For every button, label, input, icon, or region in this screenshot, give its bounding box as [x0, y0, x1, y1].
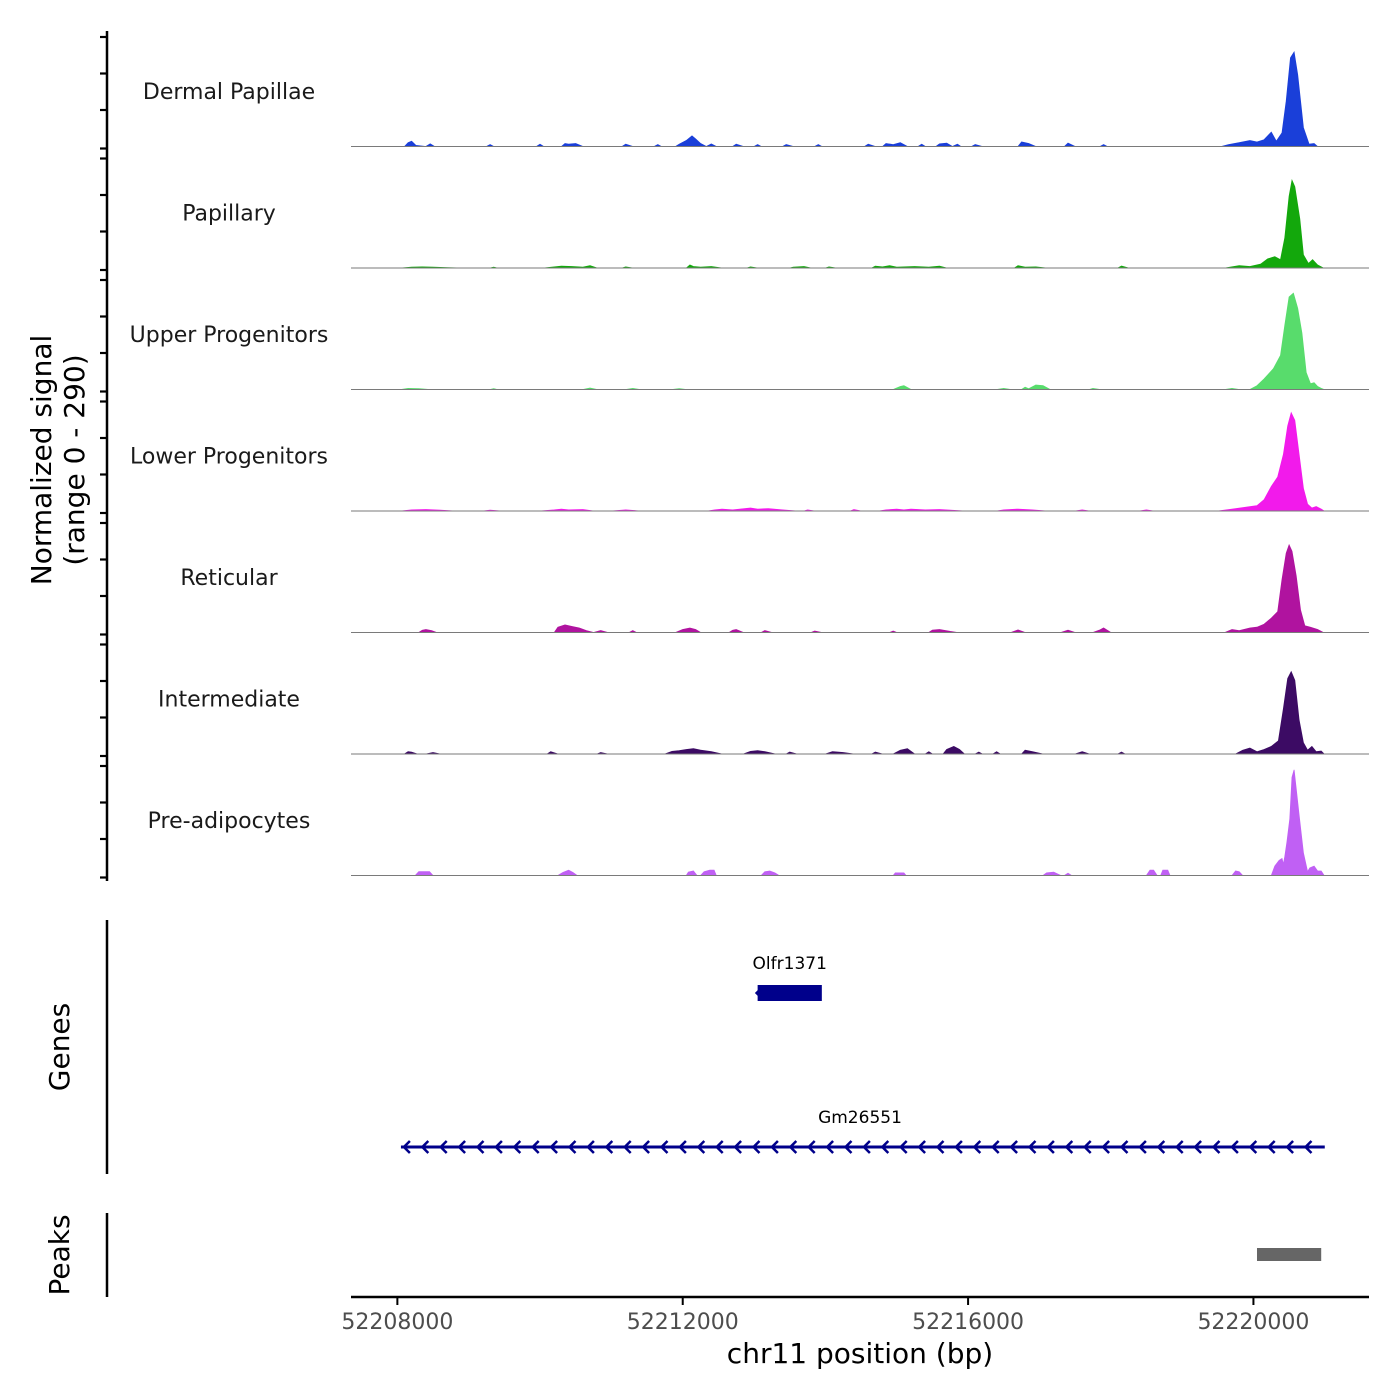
strand-arrow — [402, 1140, 411, 1154]
track-label: Lower Progenitors — [130, 445, 328, 470]
strand-arrow — [898, 1140, 908, 1154]
strand-arrow — [935, 1140, 945, 1154]
signal-area — [400, 411, 1326, 512]
strand-arrow — [1230, 1140, 1239, 1154]
strand-arrow — [530, 1140, 540, 1154]
y-axis-title: Normalized signal — [25, 335, 58, 586]
strand-arrow — [880, 1140, 890, 1154]
track-reticular: Reticular — [180, 543, 1369, 633]
strand-arrow — [714, 1140, 724, 1154]
strand-arrow — [457, 1140, 466, 1154]
strand-arrow — [1266, 1140, 1276, 1154]
strand-arrow — [1174, 1140, 1184, 1154]
strand-arrow — [825, 1140, 834, 1154]
x-tick-label: 52212000 — [627, 1310, 739, 1335]
gene-label: Gm26551 — [818, 1108, 902, 1128]
strand-arrow — [843, 1140, 853, 1154]
strand-arrow — [733, 1140, 742, 1154]
strand-arrow — [641, 1140, 650, 1154]
strand-arrow — [1248, 1140, 1258, 1154]
track-label: Reticular — [180, 566, 278, 591]
track-dermal-papillae: Dermal Papillae — [143, 50, 1369, 147]
strand-arrow — [754, 986, 764, 1000]
strand-arrow — [1009, 1140, 1018, 1154]
strand-arrow — [1285, 1140, 1294, 1154]
signal-area — [414, 769, 1325, 876]
signal-tracks: Dermal Papillae Papillary Upper Progenitor… — [130, 50, 1369, 876]
strand-arrow — [972, 1140, 982, 1154]
strand-arrow — [604, 1140, 614, 1154]
signal-y-ticks — [100, 35, 107, 879]
track-upper-progenitors: Upper Progenitors — [130, 292, 1369, 390]
gene-olfr1371: Olfr1371 — [753, 954, 827, 1001]
strand-arrow — [1082, 1140, 1092, 1154]
gene-track: Olfr1371 Gm26551 — [400, 954, 1325, 1154]
strand-arrow — [1027, 1140, 1037, 1154]
strand-arrow — [1119, 1140, 1129, 1154]
strand-arrow — [512, 1140, 522, 1154]
genes-panel-title: Genes — [43, 1003, 76, 1091]
track-label: Dermal Papillae — [143, 80, 315, 105]
strand-arrow — [1138, 1140, 1147, 1154]
track-intermediate: Intermediate — [158, 670, 1369, 755]
signal-area — [400, 292, 1325, 390]
signal-area — [400, 179, 1324, 269]
strand-arrow — [549, 1140, 558, 1154]
gene-label: Olfr1371 — [753, 954, 827, 974]
strand-arrow — [586, 1140, 595, 1154]
strand-arrow — [1193, 1140, 1202, 1154]
peaks-panel-title: Peaks — [43, 1214, 76, 1295]
track-label: Upper Progenitors — [130, 323, 329, 348]
strand-arrow — [1303, 1140, 1313, 1154]
strand-arrow — [990, 1140, 1000, 1154]
signal-area — [417, 543, 1324, 633]
gene-gm26551: Gm26551 — [400, 1108, 1325, 1154]
track-label: Papillary — [182, 202, 276, 227]
x-axis-ticks: 52208000 52212000 52216000 52220000 — [341, 1297, 1309, 1335]
track-papillary: Papillary — [182, 179, 1369, 269]
strand-arrow — [770, 1140, 779, 1154]
track-pre-adipocytes: Pre-adipocytes — [148, 769, 1369, 876]
strand-arrow — [806, 1140, 816, 1154]
strand-arrow — [954, 1140, 963, 1154]
strand-arrow — [862, 1140, 871, 1154]
strand-arrow — [1211, 1140, 1221, 1154]
signal-area — [403, 50, 1324, 147]
peak-track — [1256, 1248, 1322, 1261]
strand-arrow — [567, 1140, 577, 1154]
strand-arrow — [696, 1140, 706, 1154]
track-label: Intermediate — [158, 688, 300, 713]
track-label: Pre-adipocytes — [148, 809, 311, 834]
strand-arrow — [420, 1140, 430, 1154]
track-lower-progenitors: Lower Progenitors — [130, 411, 1369, 512]
strand-arrow — [751, 1140, 761, 1154]
x-tick-label: 52216000 — [912, 1310, 1024, 1335]
peak-bar — [1256, 1248, 1322, 1261]
strand-arrow — [622, 1140, 632, 1154]
strand-arrow — [678, 1140, 687, 1154]
strand-arrow — [917, 1140, 926, 1154]
strand-arrow — [659, 1140, 669, 1154]
strand-arrow — [494, 1140, 503, 1154]
y-axis-subtitle: (range 0 - 290) — [58, 354, 91, 565]
x-tick-label: 52208000 — [341, 1310, 453, 1335]
x-axis-title: chr11 position (bp) — [727, 1337, 993, 1370]
strand-arrow — [475, 1140, 485, 1154]
strand-arrow — [1101, 1140, 1110, 1154]
signal-area — [403, 670, 1326, 755]
strand-arrow — [1156, 1140, 1166, 1154]
gene-exon — [757, 985, 822, 1001]
strand-arrow — [438, 1140, 448, 1154]
strand-arrow — [1046, 1140, 1055, 1154]
x-tick-label: 52220000 — [1197, 1310, 1309, 1335]
strand-arrow — [1064, 1140, 1074, 1154]
strand-arrow — [788, 1140, 798, 1154]
